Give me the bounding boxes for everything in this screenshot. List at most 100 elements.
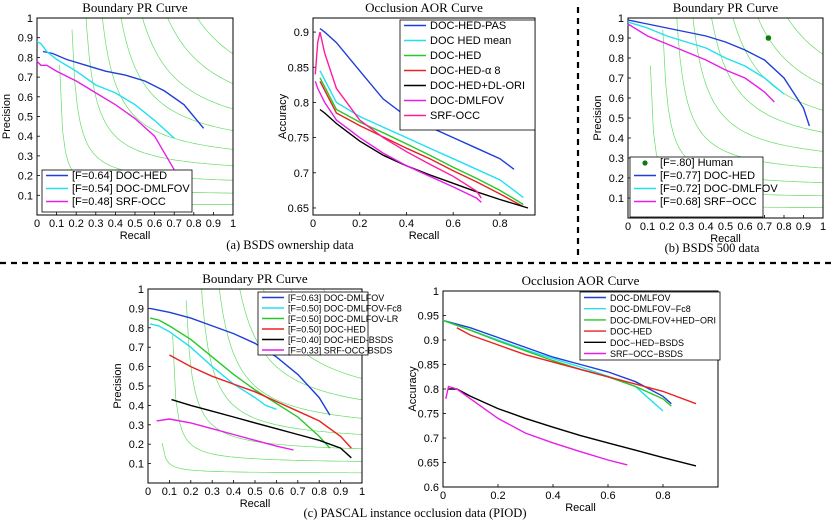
x-tick-label: 0.8 bbox=[492, 218, 507, 230]
legend-label-1: DOC HED mean bbox=[430, 35, 511, 47]
legend-label-2: DOC-DMLFOV+HED−ORI bbox=[610, 315, 716, 325]
y-tick-label: 0.8 bbox=[129, 323, 144, 335]
chart-pr1: Boundary PR Curve 0 0.1 0.2 0.3 0.4 0.5 0.6 0.7 0… bbox=[1, 0, 236, 242]
x-axis-label: Recall bbox=[710, 233, 741, 245]
chart-pr3: Boundary PR Curve 0 0.1 0.2 0.3 0.4 0.5 0.6 0.7 0… bbox=[112, 271, 402, 510]
y-tick-label: 0.75 bbox=[418, 409, 439, 421]
x-tick-label: 0.1 bbox=[640, 221, 655, 233]
legend-label-0: [F=0.63] DOC-DMLFOV bbox=[288, 293, 384, 303]
iso-f-curve bbox=[196, 18, 233, 55]
iso-f-curve bbox=[732, 18, 823, 111]
y-tick-label: 0.6 bbox=[424, 482, 439, 494]
legend-label-2: [F=0.50] DOC-DMLFOV-LR bbox=[288, 314, 399, 324]
y-tick-label: 0.7 bbox=[129, 342, 144, 354]
y-tick-label: 0.9 bbox=[18, 33, 33, 45]
x-tick-label: 0.2 bbox=[659, 221, 674, 233]
iso-f-curve bbox=[102, 18, 233, 150]
x-tick-label: 0.4 bbox=[698, 221, 713, 233]
legend-label-1: DOC-DMLFOV−Fc8 bbox=[610, 304, 691, 314]
y-tick-label: 0.8 bbox=[294, 97, 309, 109]
chart-title: Boundary PR Curve bbox=[202, 271, 308, 286]
chart-title: Occlusion AOR Curve bbox=[365, 0, 483, 15]
y-axis-label: Accuracy bbox=[407, 366, 419, 412]
x-tick-label: 1 bbox=[820, 221, 826, 233]
legend: [F=0.63] DOC-DMLFOV[F=0.50] DOC-DMLFOV-F… bbox=[257, 291, 402, 356]
x-tick-label: 0 bbox=[625, 221, 631, 233]
x-tick-label: 0.9 bbox=[333, 486, 348, 498]
legend-label-4: [F=0.40] DOC-HED-BSDS bbox=[288, 335, 393, 345]
legend-label-1: [F=0.50] DOC-DMLFOV-Fc8 bbox=[288, 304, 402, 314]
x-tick-label: 0.3 bbox=[679, 221, 694, 233]
iso-f-curve bbox=[172, 335, 362, 462]
x-tick-label: 0.1 bbox=[162, 486, 177, 498]
y-tick-label: 0.95 bbox=[418, 311, 439, 323]
legend: DOC-HED-PAS DOC HED mean DOC-HED DOC-HED-α … bbox=[399, 19, 536, 131]
series-line-0 bbox=[42, 50, 205, 129]
x-tick-label: 0.2 bbox=[69, 218, 84, 230]
legend-box bbox=[399, 19, 536, 131]
iso-f-curve bbox=[161, 442, 362, 474]
x-tick-label: 0.2 bbox=[183, 486, 198, 498]
x-tick-label: 0.4 bbox=[399, 218, 414, 230]
y-tick-label: 0.6 bbox=[129, 362, 144, 374]
chart-title: Boundary PR Curve bbox=[82, 0, 188, 15]
x-tick-label: 0.8 bbox=[655, 490, 670, 502]
legend-label-0: [F=0.77] DOC-HED bbox=[660, 170, 755, 182]
y-tick-label: 1 bbox=[618, 13, 624, 25]
iso-f-curve bbox=[167, 18, 233, 85]
y-tick-label: 0.65 bbox=[288, 203, 309, 215]
legend-label-3: DOC-HED bbox=[610, 327, 652, 337]
y-axis-label: Precision bbox=[1, 94, 13, 139]
iso-f-curve bbox=[71, 29, 233, 181]
series-line-5 bbox=[314, 81, 482, 203]
series-line-5 bbox=[156, 418, 294, 451]
y-tick-label: 0.85 bbox=[288, 62, 309, 74]
x-tick-label: 0.9 bbox=[206, 218, 221, 230]
caption-a: (a) BSDS ownership data bbox=[226, 238, 354, 252]
x-axis-label: Recall bbox=[565, 502, 596, 514]
x-tick-label: 0.6 bbox=[600, 490, 615, 502]
legend-label-5: [F=0.33] SRF-OCC-BSDS bbox=[288, 346, 392, 356]
legend-label-2: [F=0.68] SRF−OCC bbox=[660, 196, 757, 208]
x-tick-label: 0.7 bbox=[167, 218, 182, 230]
y-tick-label: 0.7 bbox=[18, 72, 33, 84]
series-line-2 bbox=[319, 77, 524, 206]
chart-pr2: Boundary PR Curve 0 0.1 0.2 0.3 0.4 0.5 0.6 0.7 0… bbox=[592, 0, 826, 245]
y-tick-label: 0.9 bbox=[129, 303, 144, 315]
legend-box bbox=[41, 169, 193, 213]
series-line-1 bbox=[36, 40, 175, 139]
chart-aor1: Occlusion AOR Curve 0 0.2 0.4 0.6 0.8 0.65 0.7 0… bbox=[277, 0, 536, 242]
legend-label-6: SRF-OCC bbox=[430, 110, 480, 122]
x-tick-label: 0 bbox=[145, 486, 151, 498]
chart-aor2: Occlusion AOR Curve 0 0.2 0.4 0.6 0.8 0.6 0.65 0… bbox=[407, 273, 721, 514]
iso-f-curve bbox=[219, 289, 362, 419]
x-axis-label: Recall bbox=[120, 230, 151, 242]
y-tick-label: 0.9 bbox=[424, 335, 439, 347]
series-line-2 bbox=[149, 317, 331, 449]
iso-f-curve bbox=[757, 18, 823, 86]
series-line-0 bbox=[149, 307, 331, 416]
y-tick-label: 0.4 bbox=[609, 133, 624, 145]
y-tick-label: 0.1 bbox=[18, 190, 33, 202]
x-tick-label: 0.5 bbox=[247, 486, 262, 498]
legend: [F=0.64] DOC-HED[F=0.54] DOC-DMLFOV[F=0.… bbox=[41, 169, 193, 213]
y-axis-label: Precision bbox=[112, 363, 124, 408]
x-tick-label: 0.4 bbox=[226, 486, 241, 498]
series-line-4 bbox=[448, 388, 697, 467]
iso-f-curve bbox=[185, 300, 362, 450]
x-tick-label: 1 bbox=[359, 486, 365, 498]
series-line-5 bbox=[445, 385, 628, 466]
legend-label-human: [F=.80] Human bbox=[660, 157, 733, 169]
iso-f-curve bbox=[676, 18, 823, 169]
y-tick-label: 0.5 bbox=[18, 112, 33, 124]
y-tick-label: 0.75 bbox=[288, 133, 309, 145]
series-line-3 bbox=[319, 80, 524, 208]
series-line-3 bbox=[169, 354, 352, 449]
human-point bbox=[765, 35, 772, 41]
x-tick-label: 1 bbox=[230, 218, 236, 230]
legend-label-5: DOC-DMLFOV bbox=[430, 95, 505, 107]
iso-f-curve bbox=[692, 18, 823, 152]
y-tick-label: 0.7 bbox=[609, 73, 624, 85]
series-line-3 bbox=[456, 327, 697, 405]
